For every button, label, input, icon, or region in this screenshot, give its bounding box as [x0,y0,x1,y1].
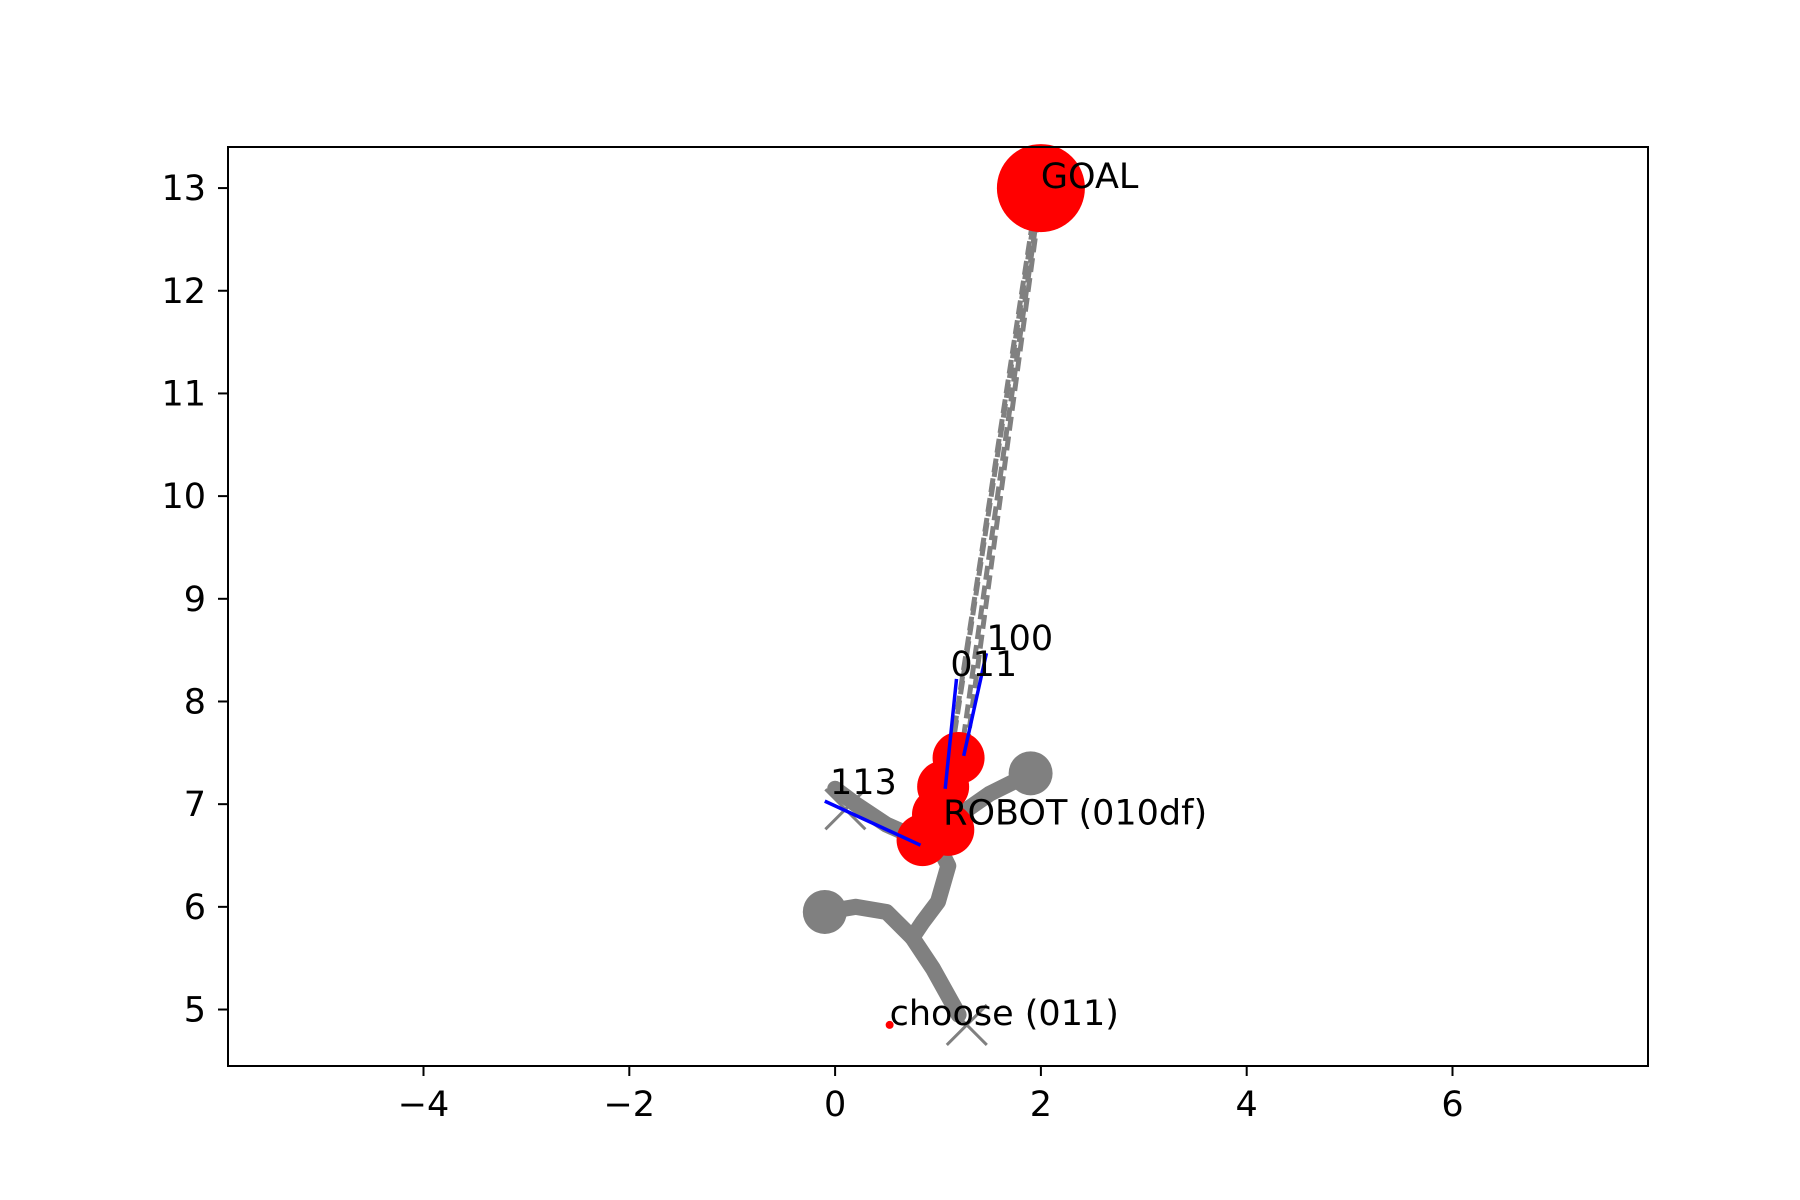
trajectory-endpoint-1 [802,889,847,934]
dashed-path-layer [942,187,1045,790]
y-tick-label: 10 [161,477,206,517]
x-tick-label: 6 [1441,1085,1463,1125]
x-tick-label: 2 [1030,1085,1052,1125]
axes-frame [227,146,1649,1067]
goal-label: GOAL [1041,157,1139,197]
trajectory-3 [904,929,967,1023]
trajectory-1 [904,837,957,946]
x-tick-label: −2 [603,1085,655,1125]
dashed-path-2 [945,187,1042,774]
tick-layer: −4 −2 0 2 4 6 5 6 7 8 9 10 11 12 13 [161,169,1463,1125]
dashed-path-4 [964,187,1045,749]
x-tick-label: 0 [824,1085,846,1125]
robot-label: ROBOT (010df) [943,794,1207,834]
heading-label-011: 011 [950,645,1017,685]
robot-layer [885,144,1085,1029]
y-tick-label: 7 [184,785,206,825]
trajectory-endpoint-2 [1008,751,1053,796]
choice-point [885,1020,894,1029]
x-marker-2 [945,1003,988,1046]
choice-label: choose (011) [890,994,1119,1034]
y-tick-label: 11 [161,374,206,414]
y-tick-label: 8 [184,682,206,722]
robot-disc-5 [896,814,949,867]
goal-disc [996,144,1085,233]
x-tick-label: −4 [398,1085,450,1125]
y-tick-label: 6 [184,888,206,928]
heading-line-100 [961,652,989,757]
heading-label-100: 100 [986,619,1053,659]
y-tick-label: 9 [184,580,206,620]
y-tick-label: 5 [184,991,206,1031]
dashed-path-3 [958,187,1044,759]
heading-line-113 [824,799,922,847]
heading-line-011 [943,678,959,789]
x-tick-label: 4 [1236,1085,1258,1125]
y-tick-label: 13 [161,169,206,209]
heading-layer [824,652,989,847]
heading-label-113: 113 [830,763,897,803]
y-tick-label: 12 [161,272,206,312]
